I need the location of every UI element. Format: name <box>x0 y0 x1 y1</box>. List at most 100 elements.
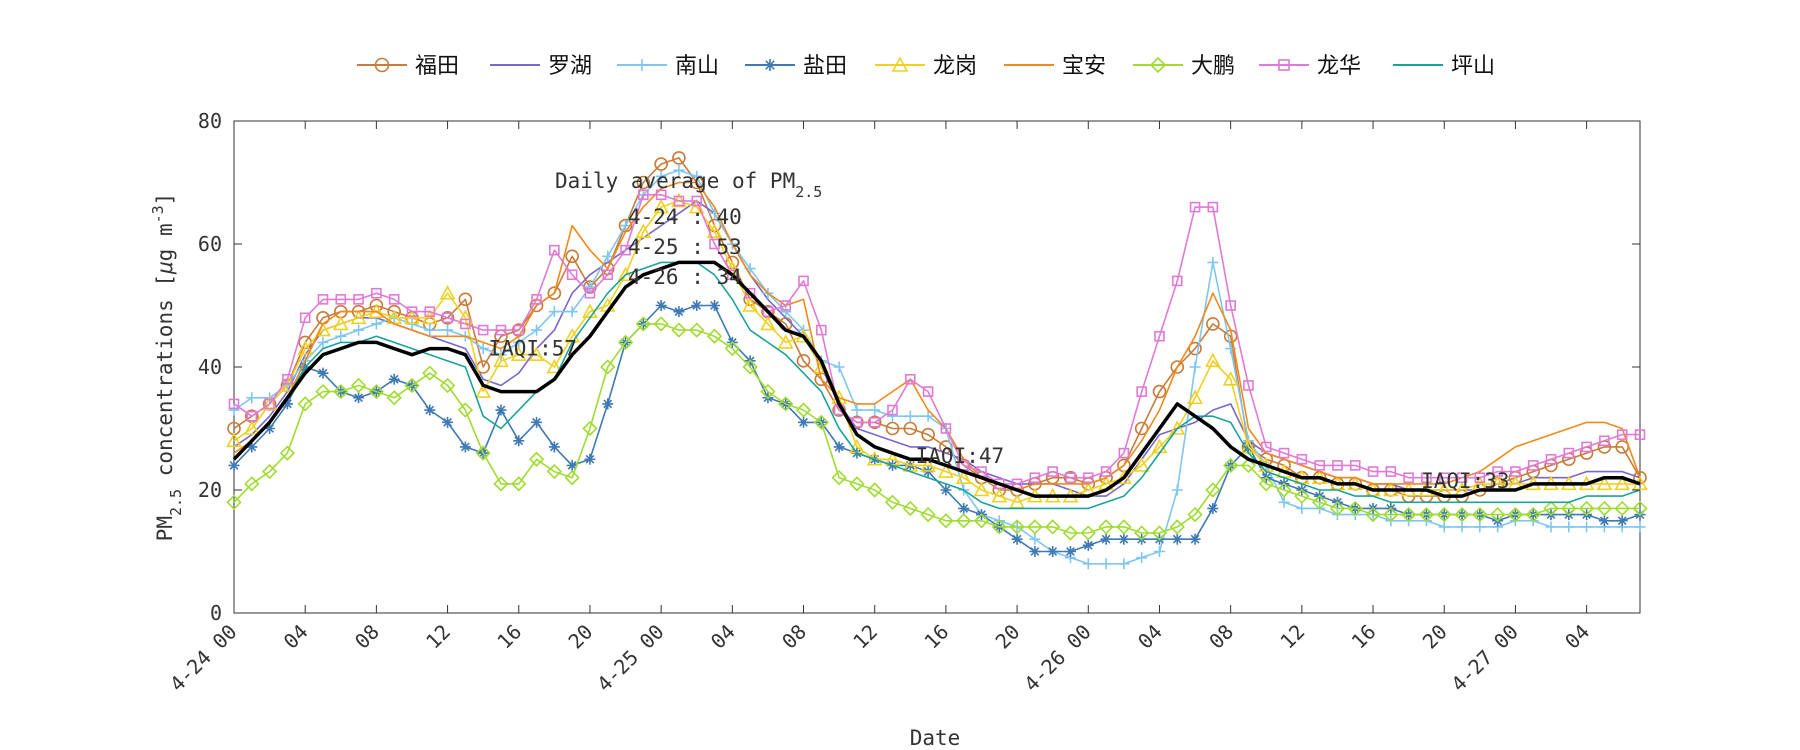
data-point <box>671 322 687 338</box>
data-point <box>744 287 756 299</box>
data-point <box>1347 500 1363 517</box>
series-3 <box>228 164 1646 570</box>
x-tick-label: 4-24 00 <box>165 620 242 697</box>
data-point <box>566 459 578 471</box>
data-point <box>564 470 580 486</box>
data-point <box>1561 500 1577 517</box>
legend-item: 盐田 <box>745 54 847 79</box>
data-point <box>636 59 648 71</box>
data-point <box>1596 500 1613 517</box>
data-point <box>655 300 667 311</box>
x-tick-label: 16 <box>492 620 526 654</box>
data-point <box>653 316 669 332</box>
data-point <box>922 410 934 422</box>
data-point <box>549 244 560 256</box>
data-point <box>1525 506 1541 523</box>
data-point <box>546 463 562 480</box>
y-label-mu: μ <box>153 261 177 275</box>
legend-item: 龙岗 <box>875 54 977 79</box>
data-point <box>547 286 562 301</box>
data-point <box>460 318 471 330</box>
data-point <box>1116 519 1132 535</box>
data-point <box>1189 533 1201 545</box>
data-point <box>1100 558 1112 570</box>
data-point <box>353 294 364 305</box>
data-point <box>493 352 509 368</box>
data-point <box>1278 447 1290 459</box>
iaqi-label: IAQI:47 <box>916 444 1005 468</box>
data-point <box>299 312 311 324</box>
x-tick-label: 08 <box>777 620 811 654</box>
data-point <box>368 383 385 400</box>
data-point <box>1082 558 1094 570</box>
data-point <box>1029 546 1041 557</box>
legend-label: 罗湖 <box>548 54 592 79</box>
data-point <box>1169 519 1185 535</box>
data-point <box>528 346 545 362</box>
data-point <box>833 361 845 373</box>
data-point <box>617 334 634 351</box>
data-point <box>1329 500 1346 517</box>
data-point <box>531 324 543 336</box>
data-point <box>653 198 669 214</box>
data-point <box>920 457 936 472</box>
data-point <box>1365 506 1381 523</box>
data-point <box>513 324 525 336</box>
data-point <box>442 416 454 428</box>
annotation-daily-1: 4-24 : 40 <box>628 205 742 229</box>
data-point <box>1543 500 1559 517</box>
data-point <box>706 328 723 344</box>
data-point <box>566 306 578 318</box>
data-point <box>566 269 578 281</box>
data-point <box>565 249 579 264</box>
data-point <box>1047 466 1058 477</box>
annotation-title-sub: 2.5 <box>795 183 822 201</box>
data-point <box>849 476 865 492</box>
data-point <box>226 432 242 448</box>
data-point <box>531 294 542 305</box>
data-point <box>332 315 349 331</box>
annotation-daily-3: 4-26 : 34 <box>628 265 742 289</box>
data-point <box>1598 515 1610 527</box>
data-point <box>1581 521 1593 533</box>
y-tick-label: 80 <box>198 109 222 133</box>
data-point <box>691 170 703 182</box>
data-point <box>1171 275 1183 287</box>
data-point <box>655 170 667 182</box>
data-point <box>315 383 331 400</box>
data-point <box>374 57 390 73</box>
data-point <box>813 414 829 430</box>
data-point <box>1029 533 1041 545</box>
data-point <box>1205 352 1221 368</box>
data-point <box>1206 317 1220 331</box>
data-point <box>353 392 365 404</box>
data-point <box>1581 441 1592 453</box>
data-point <box>742 297 758 312</box>
data-point <box>1456 472 1468 484</box>
data-point <box>1100 533 1112 545</box>
data-point <box>851 417 863 428</box>
x-tick-label: 20 <box>991 620 1025 654</box>
data-point <box>264 398 275 410</box>
series-line <box>233 194 1640 485</box>
data-point <box>317 336 329 348</box>
data-point <box>424 324 436 336</box>
legend-item: 大鹏 <box>1133 54 1235 79</box>
legend-label: 坪山 <box>1451 54 1495 79</box>
data-point <box>602 398 614 410</box>
data-point <box>1278 59 1290 71</box>
data-point <box>1258 476 1274 492</box>
data-point <box>1187 506 1203 523</box>
data-point <box>958 502 970 514</box>
data-point <box>1563 447 1575 459</box>
data-point <box>891 56 909 72</box>
legend-item: 坪山 <box>1393 54 1495 79</box>
data-point <box>904 410 916 422</box>
data-point <box>620 244 631 256</box>
data-point <box>1118 533 1130 545</box>
y-label-sup: -3 <box>149 205 167 223</box>
data-point <box>442 324 454 336</box>
data-point <box>317 367 329 379</box>
data-point <box>1332 460 1343 471</box>
data-point <box>1082 539 1094 551</box>
